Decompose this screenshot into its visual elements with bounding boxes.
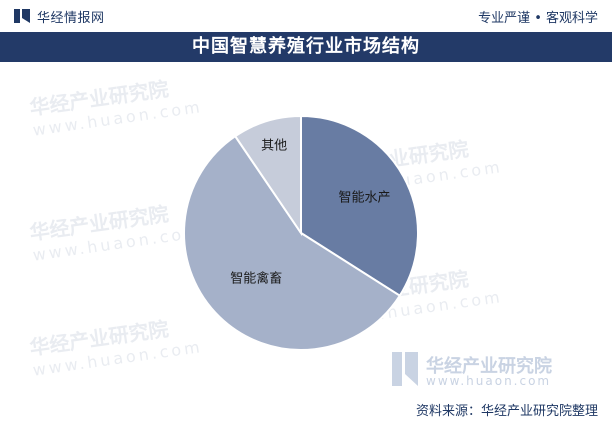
pie-label-1: 智能水产 <box>339 191 391 206</box>
watermark-logo-url: www.huaon.com <box>426 374 552 388</box>
watermark-logo: 华经产业研究院 www.huaon.com <box>392 352 602 392</box>
brand-name: 华经情报网 <box>37 11 105 26</box>
source-note: 资料来源：华经产业研究院整理 <box>415 404 598 419</box>
pie-label-2: 智能禽畜 <box>230 271 282 287</box>
slogan: 专业严谨 • 客观科学 <box>478 11 598 26</box>
logo-icon <box>14 9 30 23</box>
top-bar: 华经情报网 专业严谨 • 客观科学 <box>0 0 612 32</box>
chart-title: 中国智慧养殖行业市场结构 <box>192 36 420 57</box>
title-bar: 中国智慧养殖行业市场结构 <box>0 32 612 62</box>
watermark-logo-icon <box>392 352 418 386</box>
pie-slice-2 <box>183 134 402 351</box>
pie-slice-3 <box>233 114 302 237</box>
footer: 资料来源：华经产业研究院整理 <box>0 395 612 423</box>
watermark-logo-text: 华经产业研究院 <box>426 356 552 377</box>
pie-label-3: 其他 <box>261 138 287 153</box>
